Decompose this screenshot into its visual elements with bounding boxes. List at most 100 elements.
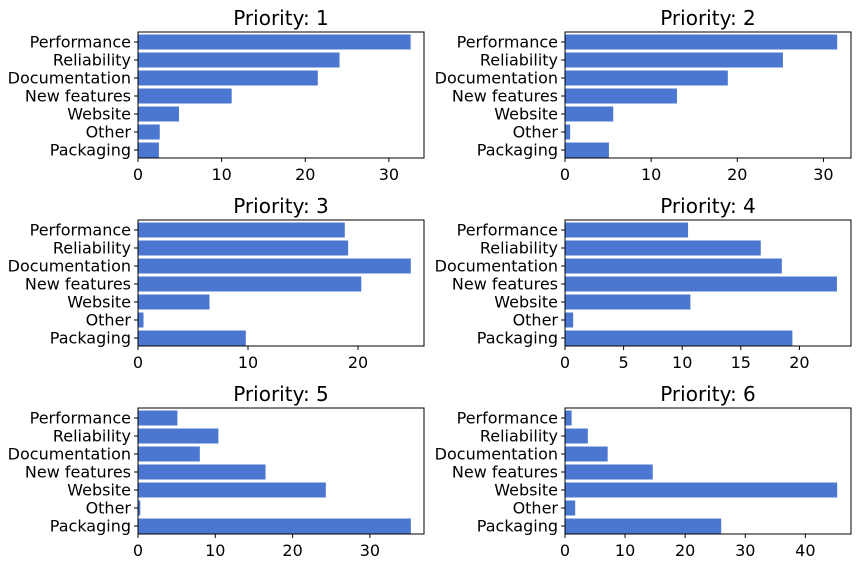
x-tick-label: 30	[360, 541, 380, 560]
bar-new-features	[138, 464, 266, 480]
bar-new-features	[565, 276, 837, 292]
x-tick-label: 0	[133, 165, 143, 184]
x-tick-label: 10	[205, 541, 225, 560]
subplot-priority-1: Priority: 1 PerformanceReliabilityDocumen…	[8, 6, 425, 184]
x-tick-label: 0	[560, 541, 570, 560]
category-label: Packaging	[477, 141, 558, 160]
category-label: Other	[513, 311, 559, 330]
bar-website	[138, 106, 179, 122]
x-tick-label: 40	[795, 541, 815, 560]
category-label: Performance	[30, 409, 131, 428]
bar-website	[138, 482, 326, 498]
bar-packaging	[138, 330, 246, 346]
category-label: Website	[67, 105, 131, 124]
category-label: Documentation	[435, 69, 558, 88]
category-label: Documentation	[8, 445, 131, 464]
bar-other	[138, 124, 160, 140]
bar-reliability	[565, 52, 783, 68]
bar-documentation	[565, 446, 608, 462]
bar-reliability	[565, 240, 761, 256]
subplot-title: Priority: 3	[233, 194, 329, 218]
category-label: Packaging	[477, 517, 558, 536]
bar-reliability	[138, 240, 349, 256]
x-tick-label: 30	[379, 165, 399, 184]
x-tick-label: 20	[348, 353, 368, 372]
subplot-priority-4: Priority: 4 PerformanceReliabilityDocumen…	[435, 194, 852, 372]
category-label: Packaging	[50, 141, 131, 160]
bar-other	[138, 500, 141, 516]
category-label: Reliability	[480, 239, 558, 258]
subplot-title: Priority: 2	[660, 6, 756, 30]
bar-reliability	[138, 428, 219, 444]
bar-reliability	[138, 52, 340, 68]
category-label: Website	[67, 481, 131, 500]
x-tick-label: 10	[615, 541, 635, 560]
bar-documentation	[565, 70, 728, 86]
x-tick-label: 10	[211, 165, 231, 184]
category-label: Packaging	[50, 517, 131, 536]
category-label: Performance	[457, 33, 558, 52]
bar-other	[565, 500, 576, 516]
x-tick-label: 30	[813, 165, 833, 184]
category-label: Reliability	[53, 51, 131, 70]
category-label: New features	[25, 275, 131, 294]
axes-frame	[137, 219, 425, 347]
bar-documentation	[138, 70, 318, 86]
bar-new-features	[138, 88, 232, 104]
subplot-title: Priority: 1	[233, 6, 329, 30]
bar-website	[565, 482, 838, 498]
bar-documentation	[138, 258, 411, 274]
category-label: Reliability	[480, 427, 558, 446]
category-label: Documentation	[8, 257, 131, 276]
bar-documentation	[138, 446, 200, 462]
category-label: Packaging	[50, 329, 131, 348]
category-label: Reliability	[53, 239, 131, 258]
bar-performance	[565, 34, 838, 50]
x-tick-label: 5	[619, 353, 629, 372]
subplot-priority-5: Priority: 5 PerformanceReliabilityDocumen…	[8, 382, 425, 560]
subplot-title: Priority: 6	[660, 382, 756, 406]
bar-packaging	[138, 518, 411, 534]
category-label: Packaging	[477, 329, 558, 348]
bar-other	[138, 312, 144, 328]
bar-reliability	[565, 428, 588, 444]
axes-frame	[564, 31, 852, 159]
category-label: Other	[86, 499, 132, 518]
x-tick-label: 10	[672, 353, 692, 372]
x-tick-label: 20	[727, 165, 747, 184]
category-label: Website	[494, 105, 558, 124]
bar-documentation	[565, 258, 782, 274]
x-tick-label: 15	[731, 353, 751, 372]
x-tick-label: 20	[789, 353, 809, 372]
axes-frame	[137, 31, 425, 159]
category-label: Documentation	[435, 257, 558, 276]
x-tick-label: 0	[133, 353, 143, 372]
category-label: Other	[86, 123, 132, 142]
bar-performance	[138, 34, 411, 50]
x-tick-label: 30	[735, 541, 755, 560]
subplot-title: Priority: 5	[233, 382, 329, 406]
x-tick-label: 0	[560, 353, 570, 372]
category-label: Performance	[30, 33, 131, 52]
category-label: Other	[513, 499, 559, 518]
x-tick-label: 0	[560, 165, 570, 184]
category-label: New features	[25, 463, 131, 482]
subplot-title: Priority: 4	[660, 194, 756, 218]
axes-frame	[564, 407, 852, 535]
bar-other	[565, 124, 571, 140]
subplot-priority-6: Priority: 6 PerformanceReliabilityDocumen…	[435, 382, 852, 560]
x-tick-label: 20	[282, 541, 302, 560]
category-label: New features	[452, 275, 558, 294]
bar-performance	[138, 222, 345, 238]
category-label: Other	[86, 311, 132, 330]
bar-website	[138, 294, 210, 310]
category-label: Reliability	[53, 427, 131, 446]
bar-new-features	[565, 88, 677, 104]
category-label: New features	[452, 463, 558, 482]
x-tick-label: 20	[675, 541, 695, 560]
bar-performance	[565, 222, 689, 238]
x-tick-label: 10	[641, 165, 661, 184]
bar-packaging	[138, 142, 159, 158]
category-label: Website	[494, 481, 558, 500]
bar-new-features	[138, 276, 362, 292]
